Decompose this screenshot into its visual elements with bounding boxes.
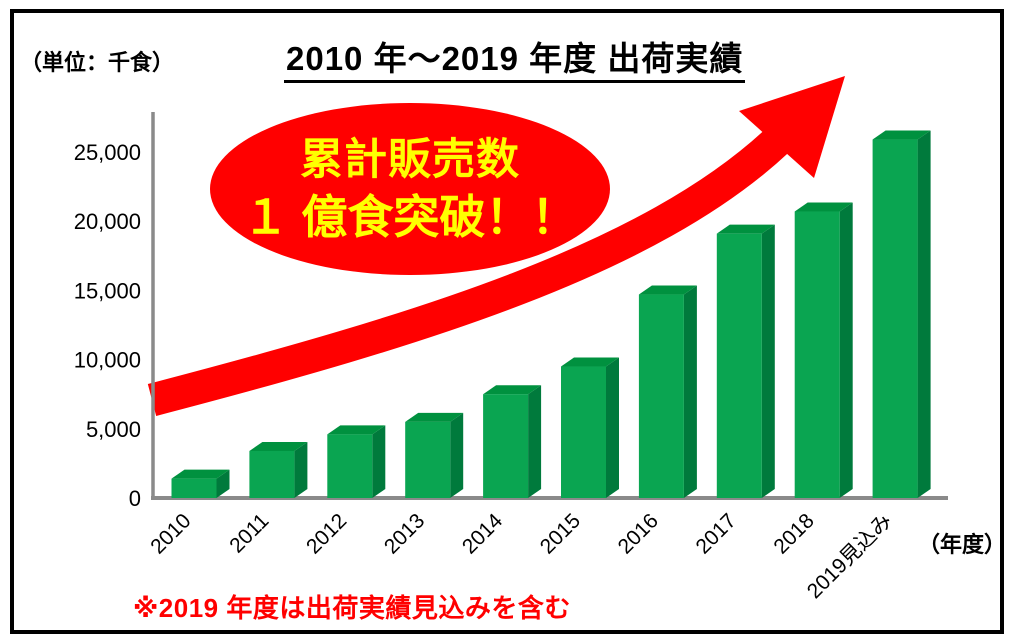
bar-side-face (450, 412, 464, 498)
bar-2018 (794, 202, 853, 498)
x-tick-label: 2017 (692, 509, 741, 558)
bar-2016 (638, 285, 697, 498)
bar-front-face (405, 421, 451, 498)
chart-title: 2010 年～2019 年度 出荷実績 (284, 41, 746, 83)
annotation-line1: 累計販売数 (300, 136, 520, 185)
growth-arrow-shaft (147, 127, 790, 416)
bar-2015 (561, 357, 619, 498)
bar-side-face (606, 357, 619, 498)
growth-arrow-head (739, 76, 845, 178)
x-tick-label: 2013 (380, 509, 429, 558)
x-axis-unit-label: （年度） (918, 532, 1007, 557)
bar-2013 (405, 412, 464, 498)
x-tick-label: 2010 (146, 509, 195, 558)
x-tick-label: 2012 (302, 509, 351, 558)
bar-front-face (872, 139, 918, 498)
bar-top-face (483, 385, 542, 395)
bar-top-face (638, 285, 697, 295)
bar-top-face (561, 357, 619, 367)
bar-side-face (216, 469, 230, 498)
y-tick-label: 0 (129, 486, 141, 511)
bar-top-face (872, 130, 931, 140)
y-tick-label: 5,000 (86, 417, 141, 442)
bar-2012 (327, 425, 386, 498)
x-tick-label: 2019見込み (803, 509, 897, 603)
bar-2017 (716, 224, 775, 498)
bar-side-face (372, 425, 386, 498)
bar-front-face (327, 434, 373, 498)
bar-top-face (249, 441, 308, 451)
bar-side-face (294, 441, 308, 498)
annotation-line2: １ 億食突破！！ (242, 191, 578, 244)
x-tick-label: 2018 (769, 509, 818, 558)
y-tick-label: 15,000 (74, 278, 141, 303)
bar-side-face (683, 285, 697, 498)
bar-front-face (561, 366, 606, 498)
bar-side-face (917, 130, 931, 498)
bar-top-face (171, 469, 230, 479)
bar-side-face (839, 202, 853, 498)
footnote: ※2019 年度は出荷実績見込みを含む (133, 593, 571, 623)
y-tick-label: 10,000 (74, 348, 141, 373)
x-tick-label: 2015 (536, 509, 585, 558)
x-tick-label: 2014 (458, 509, 508, 559)
bar-front-face (249, 450, 295, 498)
bar-front-face (483, 394, 529, 498)
bar-front-face (794, 211, 840, 498)
bar-top-face (405, 412, 464, 422)
y-tick-label: 25,000 (74, 140, 141, 165)
bar-side-face (528, 385, 542, 498)
x-tick-label: 2011 (225, 509, 273, 557)
bar-top-face (327, 425, 386, 435)
bar-front-face (716, 233, 762, 498)
bar-2011 (249, 441, 308, 498)
y-axis-unit-label: （単位：千食） (20, 50, 175, 75)
bar-top-face (794, 202, 853, 212)
bar-side-face (761, 224, 775, 498)
bar-front-face (638, 294, 684, 498)
y-tick-label: 20,000 (74, 209, 141, 234)
bar-2014 (483, 385, 542, 498)
annotation-ellipse: 累計販売数 １ 億食突破！！ (210, 103, 610, 275)
x-tick-label: 2016 (614, 509, 663, 558)
bar-front-face (171, 478, 217, 498)
bar-top-face (716, 224, 775, 234)
bar-2010 (171, 469, 230, 498)
bar-2019見込み (872, 130, 931, 498)
